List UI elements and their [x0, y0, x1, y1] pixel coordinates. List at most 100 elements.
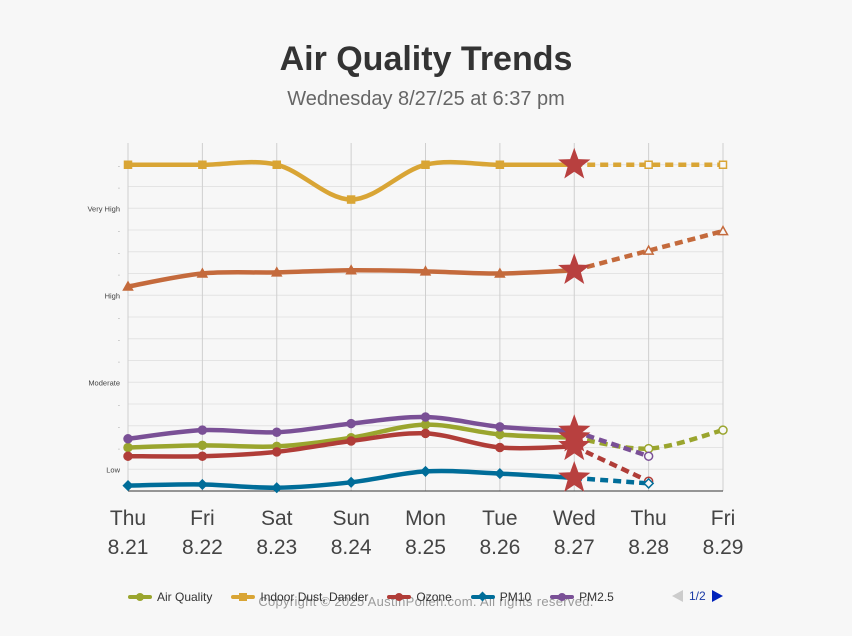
legend-swatch-icon: [128, 592, 152, 602]
legend-swatch-icon: [550, 592, 575, 602]
legend-label: PM10: [499, 590, 532, 604]
chart-title: Air Quality Trends: [279, 40, 573, 78]
y-tick-dot: .: [118, 379, 120, 386]
data-point: [420, 412, 431, 422]
grid-layer: ...............: [118, 143, 724, 492]
legend-swatch-icon: [387, 592, 412, 602]
data-point: [123, 160, 133, 169]
data-point: [345, 476, 357, 488]
data-point: [717, 225, 729, 236]
y-band-labels: Low Moderate High Very High: [87, 204, 120, 474]
y-band-label: Very High: [87, 204, 120, 213]
data-point: [123, 451, 133, 461]
x-tick-date-label: 8.24: [331, 536, 372, 559]
data-point: [198, 160, 207, 169]
y-band-label: High: [105, 291, 120, 300]
legend-next-page-icon[interactable]: [711, 590, 723, 602]
legend-item[interactable]: PM2.5: [550, 590, 614, 604]
data-point: [197, 425, 208, 435]
data-point: [346, 418, 356, 429]
y-tick-dot: .: [118, 336, 120, 343]
x-tick-day-label: Fri: [190, 507, 215, 530]
series-line-forecast: [573, 427, 724, 451]
legend-page-indicator: 1/2: [689, 589, 706, 603]
data-point: [123, 442, 133, 453]
x-tick-date-label: 8.21: [108, 536, 149, 559]
legend-swatch-marker: [477, 591, 488, 602]
series-unnamed: [122, 225, 729, 291]
series-line-forecast: [573, 228, 724, 273]
legend-label: PM2.5: [579, 590, 614, 604]
legend-swatch-marker: [395, 593, 404, 601]
data-point: [346, 195, 356, 204]
series-line-forecast: [574, 475, 649, 486]
y-tick-dot: .: [118, 423, 120, 430]
data-point: [196, 267, 209, 278]
x-tick-date-label: 8.28: [628, 536, 669, 559]
legend-swatch-marker: [239, 593, 248, 601]
data-point: [495, 429, 505, 440]
legend-swatch-marker: [136, 593, 144, 601]
y-band-label: Moderate: [88, 378, 120, 387]
x-tick-date-label: 8.29: [703, 536, 744, 559]
data-point: [419, 265, 432, 276]
data-point: [643, 443, 654, 454]
legend-label: Air Quality: [157, 590, 213, 604]
x-tick-day-label: Thu: [110, 507, 146, 530]
data-point: [495, 422, 505, 432]
now-star-marker: [558, 460, 591, 492]
data-point: [197, 440, 208, 451]
chart-legend: Air Quality Indoor Dust, Dander Ozone PM10 P…: [128, 589, 633, 605]
data-point: [196, 478, 208, 491]
legend-item[interactable]: Ozone: [387, 590, 452, 604]
data-point: [419, 465, 432, 477]
y-tick-dot: .: [118, 227, 120, 234]
data-point: [272, 160, 281, 169]
data-point: [718, 160, 728, 169]
legend-item[interactable]: PM10: [470, 590, 532, 604]
x-tick-date-label: 8.23: [256, 536, 297, 559]
legend-item[interactable]: Air Quality: [128, 590, 212, 604]
legend-swatch-icon: [231, 592, 256, 602]
now-star-marker: [558, 414, 591, 445]
y-tick-dot: .: [118, 205, 120, 212]
legend-label: Ozone: [416, 590, 452, 604]
y-tick-dot: .: [118, 358, 120, 365]
data-point: [122, 280, 134, 291]
copyright-text: Copyright © 2025 AustinPollen.com. All r…: [258, 594, 594, 609]
legend-swatch-marker: [558, 593, 567, 601]
legend-swatch-icon: [470, 591, 495, 602]
data-point: [644, 160, 653, 169]
y-tick-dot: .: [118, 249, 120, 256]
legend-item[interactable]: Indoor Dust, Dander: [231, 590, 368, 604]
x-tick-date-label: 8.25: [405, 536, 446, 559]
data-point: [346, 436, 356, 446]
y-tick-dot: .: [118, 466, 120, 473]
data-point: [122, 480, 134, 492]
x-tick-date-label: 8.27: [554, 536, 595, 559]
y-tick-dot: .: [118, 162, 120, 169]
data-point: [345, 264, 357, 275]
data-point: [495, 442, 505, 453]
data-point: [643, 451, 654, 461]
data-point: [272, 427, 282, 438]
data-point: [495, 160, 505, 169]
y-tick-dot: .: [118, 292, 120, 299]
data-point: [642, 244, 655, 255]
legend-prev-page-icon[interactable]: [672, 590, 683, 602]
x-tick-day-label: Tue: [482, 507, 517, 530]
data-point: [494, 468, 506, 480]
x-axis: Thu 8.21 Fri 8.22 Sat 8.23 Sun 8.24 Mon 8.25 Tue 8.…: [108, 507, 744, 559]
y-tick-dot: .: [118, 314, 120, 321]
now-star-marker: [558, 147, 591, 179]
now-star-marker: [558, 429, 591, 461]
y-tick-dot: .: [118, 401, 120, 408]
data-point: [718, 425, 728, 435]
legend-pager: 1/2: [672, 589, 723, 603]
data-point: [197, 451, 208, 461]
x-tick-day-label: Fri: [711, 507, 736, 530]
x-tick-day-label: Sun: [332, 507, 369, 530]
x-tick-day-label: Mon: [405, 507, 446, 530]
data-point: [420, 428, 431, 439]
